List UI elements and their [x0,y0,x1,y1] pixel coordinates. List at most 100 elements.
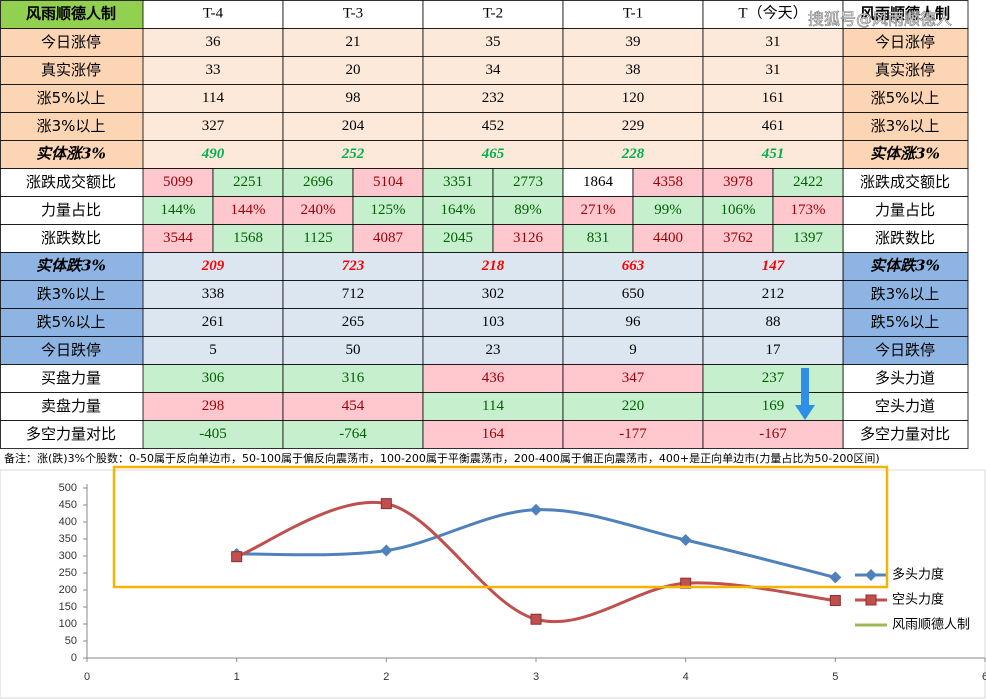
cell-value: 33 [206,62,221,78]
cell-value: 2696 [303,174,334,190]
cell [562,168,634,197]
cell [142,224,214,253]
cell [842,308,969,337]
cell-label: 力量占比 [41,201,101,219]
cell-label: 跌5%以上 [37,313,106,331]
cell [282,112,424,141]
cell-value: 2045 [443,230,473,246]
cell-label: 买盘力量 [41,369,101,387]
cell-value: 164% [441,202,476,218]
x-tick-label: 3 [533,671,539,683]
cell-value: 212 [762,286,785,302]
cell-value: 106% [721,202,756,218]
cell-value: 3762 [723,230,753,246]
cell-value: 4400 [653,230,683,246]
cell-label: 真实涨停 [875,61,935,79]
cell [702,140,844,169]
cell-label: 跌3%以上 [37,285,106,303]
cell [702,392,844,421]
cell [842,364,969,393]
cell-value: 218 [481,258,505,274]
cell-value: 252 [341,146,365,162]
cell [562,392,704,421]
cell [422,28,564,57]
cell [842,280,969,309]
cell-label: 今日涨停 [41,33,101,51]
cell [142,392,284,421]
cell [282,252,424,281]
cell [702,224,774,253]
cell-value: 39 [626,34,641,50]
cell [562,28,704,57]
cell-value: 327 [202,118,225,134]
cell-value: 232 [482,90,505,106]
cell-value: 451 [761,146,785,162]
cell-value: 298 [202,398,225,414]
cell-value: 173% [791,202,826,218]
cell [0,196,144,225]
data-point [829,571,842,584]
cell [702,56,844,85]
cell-label: 力量占比 [875,201,935,219]
cell-value: 120 [622,90,645,106]
cell-value: 164 [482,426,505,442]
y-tick-label: 350 [59,533,77,545]
cell-label: 涨3%以上 [37,117,106,135]
cell-value: 3351 [443,174,473,190]
cell-label: 卖盘力量 [41,397,101,415]
cell [0,112,144,141]
legend-label: 风雨顺德人制 [892,618,970,633]
cell [422,420,564,449]
cell-value: 2773 [513,174,543,190]
cell [702,420,844,449]
cell-value: T-4 [203,5,224,21]
cell-value: 169 [762,398,785,414]
cell-value: 103 [482,314,505,330]
cell [282,420,424,449]
cell-value: 436 [482,370,505,386]
cell [702,28,844,57]
cell-value: -167 [759,426,787,442]
highlight-box [112,465,889,589]
x-tick-label: 1 [234,671,240,683]
cell-value: 490 [201,146,225,162]
cell [0,336,144,365]
cell-value: 220 [622,398,645,414]
cell [842,168,969,197]
y-tick-label: 100 [59,618,77,630]
cell-label: 风雨顺德人制 [26,5,116,23]
cell [142,0,284,29]
cell-label: 今日跌停 [41,341,101,359]
cell-value: 9 [629,342,637,358]
cell-value: 31 [766,34,781,50]
cell [562,196,634,225]
cell-value: 34 [486,62,502,78]
cell-value: 88 [766,314,781,330]
y-tick-label: 500 [59,482,77,494]
cell-value: 723 [342,258,365,274]
cell-value: 17 [766,342,782,358]
y-tick-label: 450 [59,499,77,511]
cell [562,140,704,169]
cell [0,140,144,169]
cell-value: 50 [346,342,361,358]
cell [772,224,844,253]
y-tick-label: 400 [59,516,77,528]
x-tick-label: 5 [832,671,838,683]
cell [0,392,144,421]
cell [282,28,424,57]
watermark: 搜狐号@风雨顺德人 [808,10,952,29]
cell-value: 1125 [303,230,332,246]
cell [0,364,144,393]
cell-value: 96 [626,314,642,330]
cell [282,56,424,85]
y-tick-label: 50 [65,635,77,647]
cell-value: 831 [587,230,610,246]
cell-label: 多头力道 [875,369,935,387]
cell [422,308,564,337]
cell-value: 650 [622,286,645,302]
cell-value: 4087 [373,230,404,246]
cell-label: 涨跌成交额比 [26,173,116,191]
cell [562,84,704,113]
